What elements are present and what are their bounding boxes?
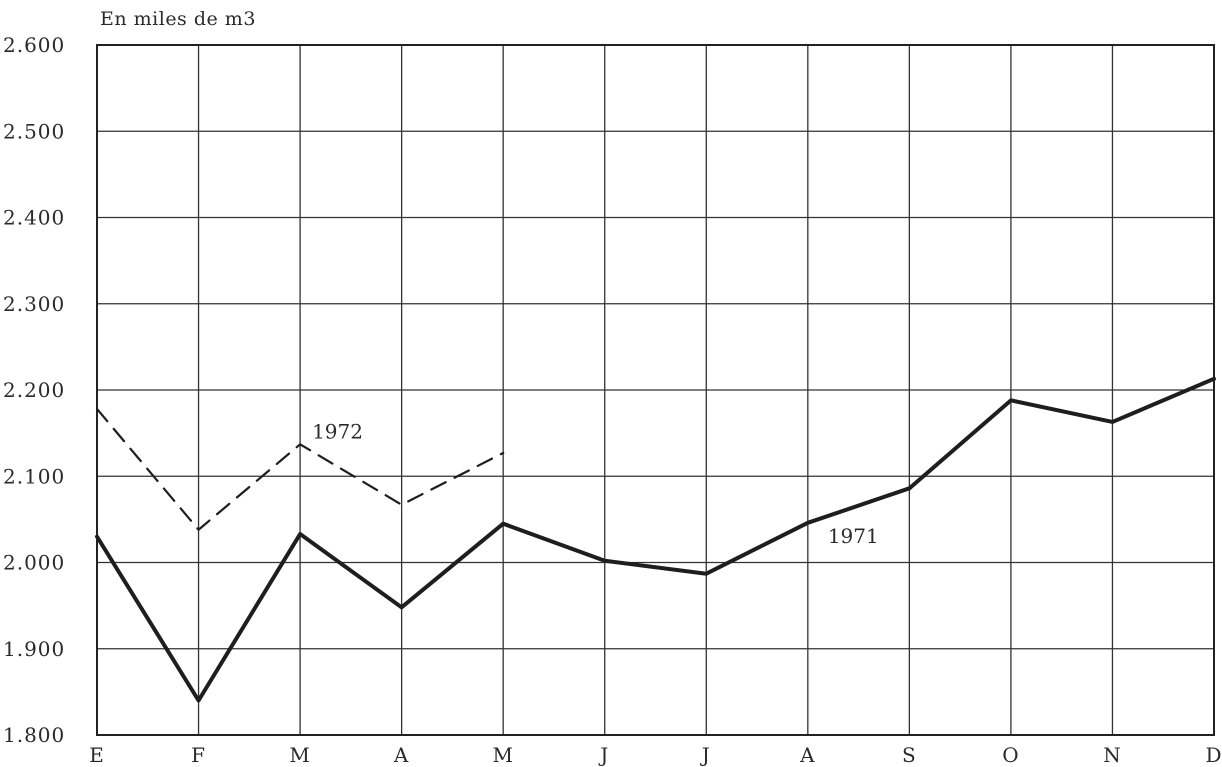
- x-tick-label: O: [1002, 743, 1019, 767]
- x-tick-label: A: [393, 743, 409, 767]
- y-tick-label: 2.400: [3, 206, 65, 230]
- labels: En miles de m3 1.800 1.900 2.000 2.100 2.200…: [3, 8, 1222, 767]
- y-tick-label: 2.600: [3, 33, 65, 57]
- x-tick-label: M: [492, 743, 513, 767]
- x-tick-label: A: [799, 743, 815, 767]
- y-tick-label: 1.800: [3, 723, 65, 747]
- y-tick-label: 2.300: [3, 292, 65, 316]
- plot-frame: [96, 44, 1215, 736]
- grid: [96, 44, 1215, 736]
- series-line-1971: [95, 376, 1216, 703]
- y-tick-label: 2.000: [3, 551, 65, 575]
- x-tick-label: M: [289, 743, 310, 767]
- unit-label: En miles de m3: [100, 8, 256, 30]
- x-tick-label: S: [902, 743, 917, 767]
- x-tick-label: E: [89, 743, 105, 767]
- series-line-1972: [95, 407, 505, 531]
- y-tick-label: 2.500: [3, 119, 65, 143]
- x-tick-label: J: [700, 743, 711, 767]
- series-label-1971: 1971: [828, 524, 879, 548]
- x-tick-label: D: [1205, 743, 1222, 767]
- x-tick-label: N: [1103, 743, 1122, 767]
- y-tick-label: 1.900: [3, 637, 65, 661]
- y-tick-label: 2.200: [3, 378, 65, 402]
- x-tick-label: F: [191, 743, 206, 767]
- series-lines: [95, 376, 1216, 703]
- series-label-1972: 1972: [312, 419, 363, 443]
- y-tick-label: 2.100: [3, 464, 65, 488]
- x-tick-label: J: [598, 743, 609, 767]
